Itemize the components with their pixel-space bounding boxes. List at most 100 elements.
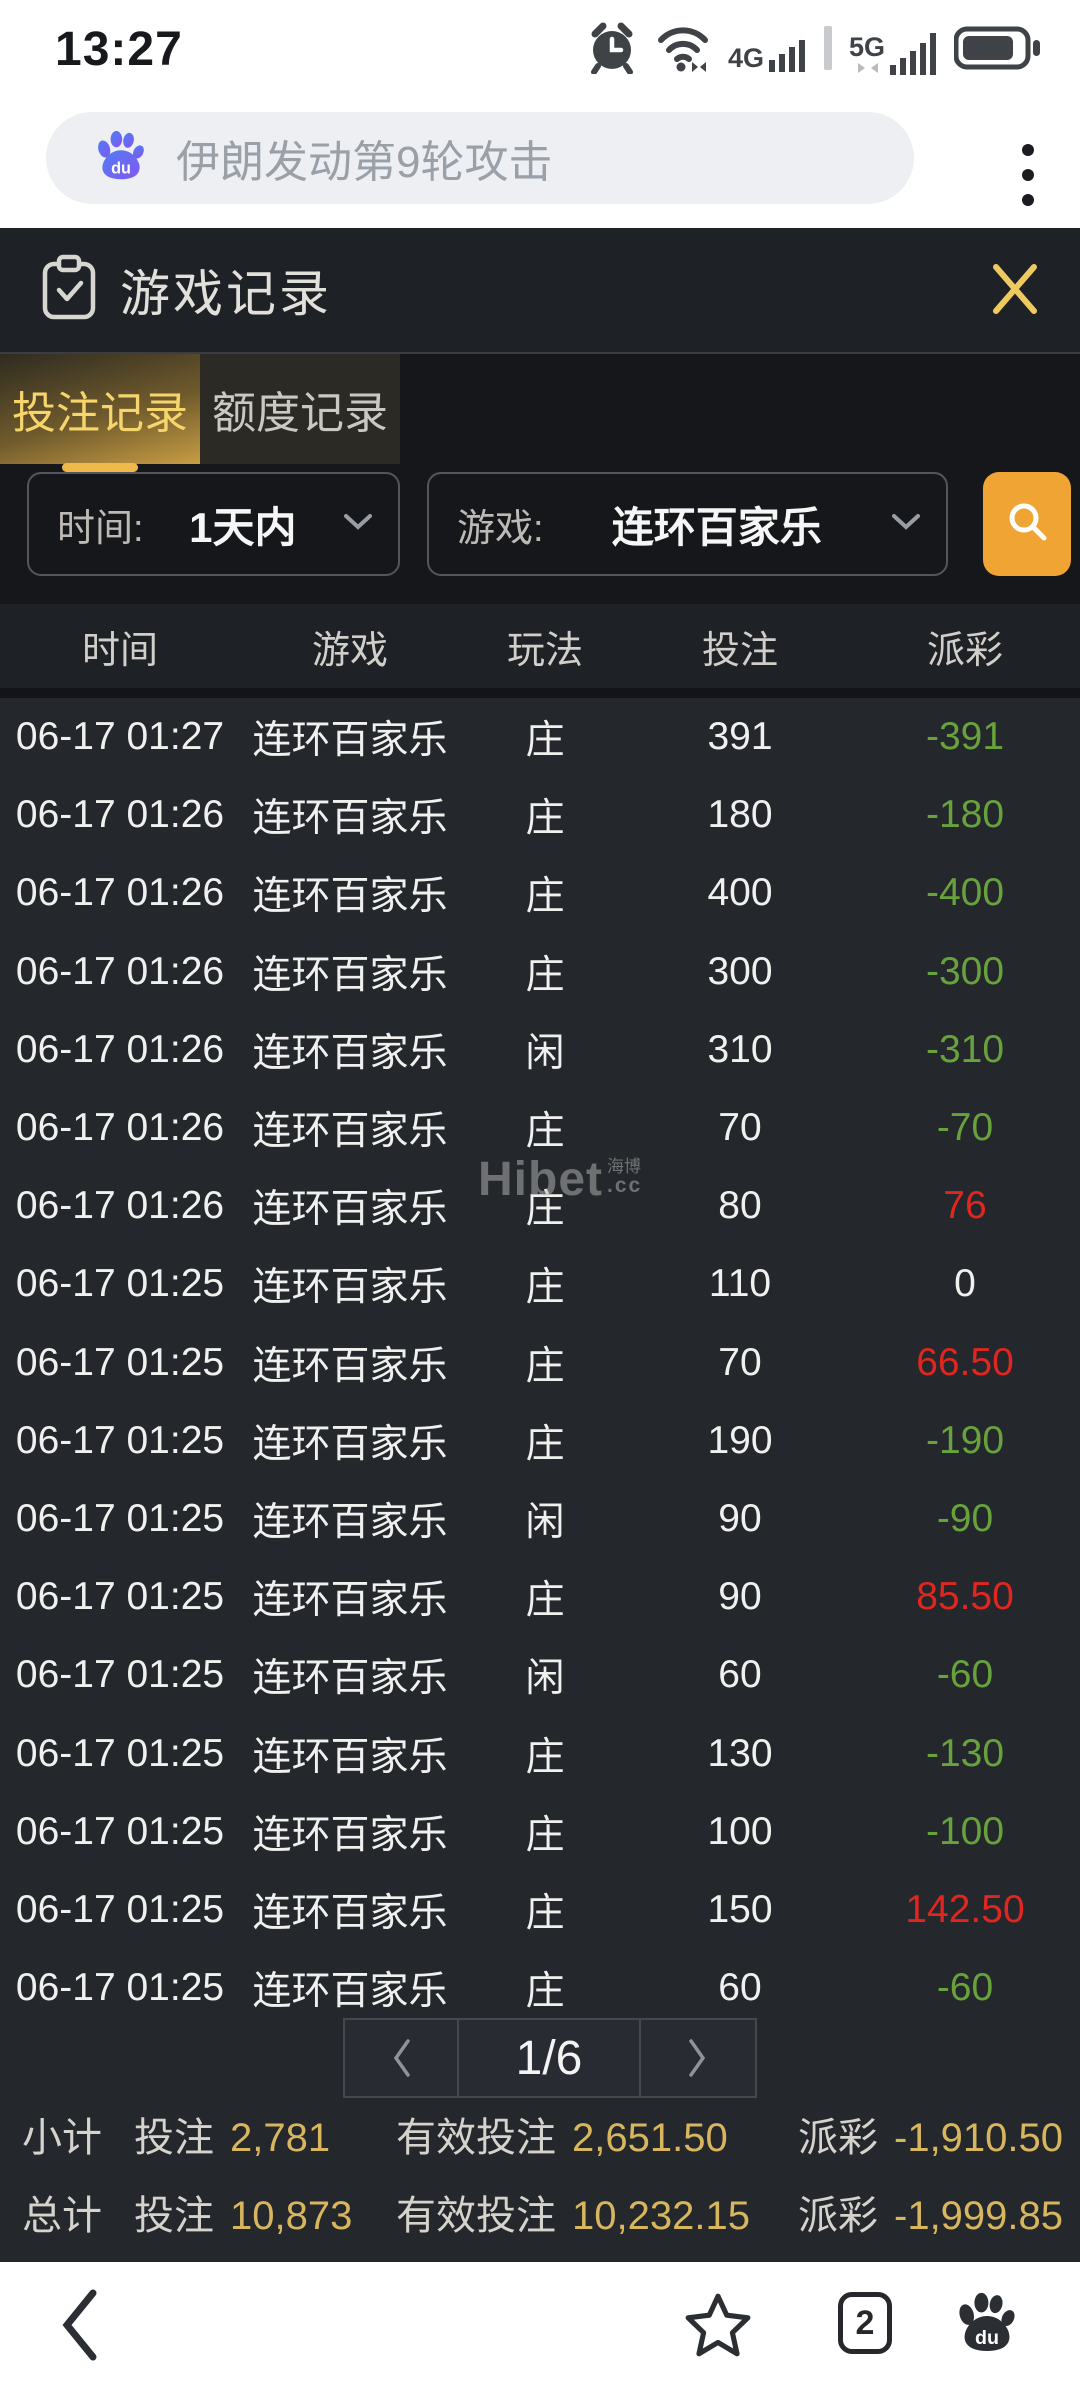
cell-game: 连环百家乐 bbox=[252, 1813, 448, 1857]
bookmark-star-icon[interactable] bbox=[682, 2290, 754, 2367]
status-bar: 13:27 bbox=[0, 0, 1080, 100]
time-filter-dropdown[interactable]: 时间: 1天内 bbox=[27, 472, 400, 576]
cell-payout: -60 bbox=[936, 1653, 994, 1697]
game-records-panel: 游戏记录 投注记录 额度记录 时间: 1天内 bbox=[0, 228, 1080, 2262]
table-row: 06-17 01:26 连环百家乐 庄 80 76 bbox=[0, 1167, 1080, 1245]
game-filter-dropdown[interactable]: 游戏: 连环百家乐 bbox=[427, 472, 948, 576]
back-icon[interactable] bbox=[58, 2286, 100, 2369]
cell-time: 06-17 01:25 bbox=[15, 1496, 225, 1540]
tab-quota-records[interactable]: 额度记录 bbox=[200, 354, 400, 464]
status-icons: 4G 5G bbox=[586, 18, 1042, 82]
cell-bet: 100 bbox=[707, 1809, 773, 1853]
cell-play: 闲 bbox=[525, 1500, 565, 1544]
cell-time: 06-17 01:26 bbox=[15, 793, 225, 837]
cell-time: 06-17 01:25 bbox=[15, 1340, 225, 1384]
next-page-button[interactable] bbox=[639, 2018, 757, 2098]
cell-payout: -190 bbox=[925, 1418, 1005, 1462]
cell-payout: -70 bbox=[936, 1106, 994, 1150]
time-filter-value: 1天内 bbox=[189, 503, 297, 551]
cell-bet: 130 bbox=[707, 1731, 773, 1775]
cell-payout: -180 bbox=[925, 793, 1005, 837]
cell-play: 庄 bbox=[525, 1344, 565, 1388]
subtotal-payout-label: 派彩 bbox=[798, 2116, 878, 2160]
cell-time: 06-17 01:25 bbox=[15, 1731, 225, 1775]
cell-payout: -391 bbox=[925, 715, 1005, 759]
cell-time: 06-17 01:26 bbox=[15, 949, 225, 993]
cell-game: 连环百家乐 bbox=[252, 1344, 448, 1388]
cell-play: 闲 bbox=[525, 1031, 565, 1075]
cell-bet: 90 bbox=[718, 1496, 762, 1540]
browser-menu-icon[interactable] bbox=[1022, 144, 1036, 206]
cell-payout: -90 bbox=[936, 1496, 994, 1540]
cell-game: 连环百家乐 bbox=[252, 1579, 448, 1623]
table-row: 06-17 01:27 连环百家乐 庄 391 -391 bbox=[0, 698, 1080, 776]
search-icon bbox=[1003, 498, 1051, 551]
total-payout-label: 派彩 bbox=[798, 2194, 878, 2238]
close-icon[interactable] bbox=[982, 256, 1048, 322]
total-row: 总计 投注 10,873 有效投注 10,232.15 派彩 -1,999.85 bbox=[0, 2182, 1080, 2242]
cell-payout: 76 bbox=[943, 1184, 987, 1228]
tab-label: 额度记录 bbox=[212, 389, 388, 438]
table-row: 06-17 01:26 连环百家乐 闲 310 -310 bbox=[0, 1011, 1080, 1089]
cell-payout: 66.50 bbox=[916, 1340, 1014, 1384]
search-input[interactable]: du 伊朗发动第9轮攻击 bbox=[46, 112, 914, 204]
col-header-game: 游戏 bbox=[311, 629, 388, 672]
cell-game: 连环百家乐 bbox=[252, 1970, 448, 2014]
cell-play: 庄 bbox=[525, 1891, 565, 1935]
page-indicator: 1/6 bbox=[457, 2018, 641, 2098]
signal-4g: 4G bbox=[728, 28, 807, 72]
tab-bar: 投注记录 额度记录 bbox=[0, 354, 400, 472]
cell-bet: 180 bbox=[707, 793, 773, 837]
tab-bet-records[interactable]: 投注记录 bbox=[0, 354, 200, 472]
time-filter-label: 时间: bbox=[57, 507, 144, 550]
subtotal-bet-value: 2,781 bbox=[230, 2116, 331, 2160]
total-bet-value: 10,873 bbox=[230, 2194, 353, 2238]
col-header-play: 玩法 bbox=[506, 629, 583, 672]
cell-game: 连环百家乐 bbox=[252, 719, 448, 763]
baidu-paw-icon[interactable]: du bbox=[952, 2288, 1022, 2363]
cell-play: 庄 bbox=[525, 1970, 565, 2014]
prev-page-button[interactable] bbox=[343, 2018, 459, 2098]
total-payout-value: -1,999.85 bbox=[894, 2194, 1064, 2238]
cell-time: 06-17 01:25 bbox=[15, 1966, 225, 2010]
table-row: 06-17 01:25 连环百家乐 闲 60 -60 bbox=[0, 1636, 1080, 1714]
total-bet-label: 投注 bbox=[134, 2194, 214, 2238]
svg-text:du: du bbox=[111, 159, 131, 177]
tab-count-button[interactable]: 2 bbox=[838, 2292, 892, 2354]
table-header: 时间 游戏 玩法 投注 派彩 bbox=[0, 604, 1080, 688]
cell-bet: 190 bbox=[707, 1418, 773, 1462]
table-row: 06-17 01:26 连环百家乐 庄 300 -300 bbox=[0, 933, 1080, 1011]
tab-label: 投注记录 bbox=[12, 389, 188, 438]
cell-play: 庄 bbox=[525, 1422, 565, 1466]
game-filter-value: 连环百家乐 bbox=[611, 503, 822, 551]
cell-payout: 142.50 bbox=[905, 1887, 1025, 1931]
cell-game: 连环百家乐 bbox=[252, 1422, 448, 1466]
search-query-text: 伊朗发动第9轮攻击 bbox=[176, 138, 553, 187]
tab-filter-zone: 投注记录 额度记录 时间: 1天内 游戏: 连环百家乐 bbox=[0, 354, 1080, 604]
cell-play: 庄 bbox=[525, 875, 565, 919]
signal-5g: 5G bbox=[849, 25, 938, 75]
search-button[interactable] bbox=[983, 472, 1071, 576]
table-row: 06-17 01:26 连环百家乐 庄 180 -180 bbox=[0, 776, 1080, 854]
cell-game: 连环百家乐 bbox=[252, 797, 448, 841]
table-row: 06-17 01:26 连环百家乐 庄 70 -70 bbox=[0, 1089, 1080, 1167]
cell-time: 06-17 01:25 bbox=[15, 1575, 225, 1619]
subtotal-valid-value: 2,651.50 bbox=[572, 2116, 728, 2160]
table-row: 06-17 01:25 连环百家乐 庄 110 0 bbox=[0, 1245, 1080, 1323]
cell-game: 连环百家乐 bbox=[252, 1188, 448, 1232]
cell-bet: 110 bbox=[708, 1262, 772, 1306]
cell-bet: 80 bbox=[718, 1184, 762, 1228]
table-row: 06-17 01:25 连环百家乐 庄 90 85.50 bbox=[0, 1558, 1080, 1636]
cell-bet: 150 bbox=[707, 1887, 773, 1931]
cell-play: 庄 bbox=[525, 719, 565, 763]
total-label: 总计 bbox=[22, 2194, 102, 2238]
cell-time: 06-17 01:26 bbox=[15, 871, 225, 915]
alarm-icon bbox=[586, 22, 638, 79]
clock-time: 13:27 bbox=[55, 23, 183, 76]
pagination: 1/6 bbox=[343, 2018, 757, 2098]
cell-bet: 391 bbox=[707, 715, 773, 759]
cell-bet: 300 bbox=[707, 949, 773, 993]
cell-play: 庄 bbox=[525, 953, 565, 997]
panel-header: 游戏记录 bbox=[0, 228, 1080, 354]
cell-game: 连环百家乐 bbox=[252, 1657, 448, 1701]
